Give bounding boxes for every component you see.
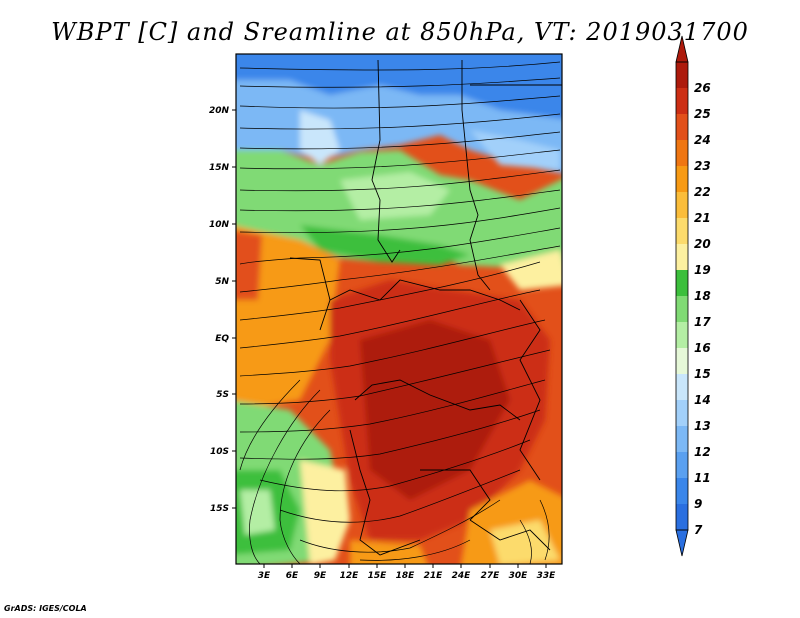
lon-label: 30E [509,571,529,581]
colorbar-segment [676,478,688,504]
colorbar-segment [676,218,688,244]
lat-label: 20N [209,106,230,116]
lon-label: 18E [396,571,416,581]
lon-label: 33E [537,571,557,581]
temperature-field [236,54,562,564]
colorbar-segment [676,504,688,530]
lat-label: 10N [209,220,230,230]
colorbar-segment [676,270,688,296]
colorbar-segment [676,322,688,348]
credit-text: GrADS: IGES/COLA [4,604,87,613]
colorbar-segment [676,244,688,270]
colorbar-label: 17 [694,315,711,329]
colorbar-segment [676,192,688,218]
longitude-axis: 3E 6E 9E 12E 15E 18E 21E 24E 27E 30E 33E [258,564,556,581]
colorbar-segment [676,426,688,452]
colorbar-label: 9 [694,497,702,511]
colorbar-label: 15 [694,367,711,381]
colorbar-segment [676,452,688,478]
lat-label: 10S [210,447,229,457]
lon-label: 24E [452,571,472,581]
lat-label: EQ [215,334,229,344]
lon-label: 15E [368,571,388,581]
lon-label: 6E [286,571,299,581]
lat-label: 5S [216,390,229,400]
colorbar-label: 13 [694,419,711,433]
lat-label: 5N [215,277,229,287]
colorbar-segment [676,166,688,192]
colorbar-label: 7 [694,523,703,537]
colorbar-label: 20 [694,237,711,251]
colorbar-label: 22 [694,185,711,199]
colorbar-label: 26 [694,81,711,95]
lon-label: 21E [424,571,444,581]
map-title: WBPT [C] and Sreamline at 850hPa, VT: 20… [51,18,749,46]
colorbar-label: 16 [694,341,711,355]
colorbar-segment [676,88,688,114]
country-borders [289,59,562,556]
colorbar-label: 18 [694,289,711,303]
colorbar-label: 21 [694,211,711,225]
colorbar-high-arrow [675,35,689,63]
colorbar-segment [676,374,688,400]
colorbar-segment [676,400,688,426]
colorbar-outline [675,61,689,531]
colorbar-segment [676,114,688,140]
colorbar-segment [676,348,688,374]
colorbar-low-arrow [675,529,689,557]
colorbar-label: 14 [694,393,711,407]
lat-label: 15N [209,163,230,173]
colorbar-label: 23 [694,159,711,173]
lon-label: 9E [314,571,327,581]
colorbar-label: 24 [694,133,711,147]
colorbar-label: 25 [694,107,711,121]
colorbar: 7 9 11 12 13 14 15 16 17 18 19 20 21 22 23 24 25 26 [675,35,711,557]
lon-label: 27E [481,571,501,581]
colorbar-segment [676,140,688,166]
streamlines [239,61,561,564]
colorbar-label: 11 [694,471,711,485]
lon-label: 3E [258,571,271,581]
colorbar-label: 19 [694,263,711,277]
colorbar-label: 12 [694,445,711,459]
colorbar-segment [676,62,688,88]
map-frame [235,53,563,565]
lat-label: 15S [210,504,229,514]
colorbar-segment [676,296,688,322]
lon-label: 12E [340,571,360,581]
latitude-axis: 20N 15N 10N 5N EQ 5S 10S 15S [209,106,236,514]
